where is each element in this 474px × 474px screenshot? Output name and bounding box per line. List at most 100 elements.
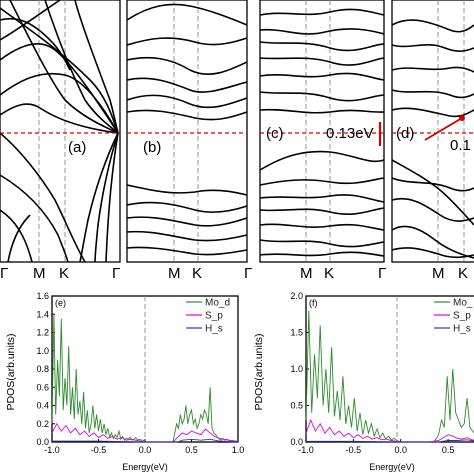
band-line: [391, 197, 474, 222]
x-tick-label: -1.0: [44, 445, 60, 455]
panel-e-legend: Mo_d S_p H_s: [186, 298, 230, 335]
panel-c-tick-gamma: Γ: [378, 265, 386, 282]
panel-c-label: (c): [266, 125, 284, 142]
panel-e-y-ticks: 0.0 0.2 0.4 0.6 0.8 1.0 1.2 1.4 1.6: [36, 291, 55, 447]
y-tick-label: 1.0: [290, 364, 303, 374]
band-line: [126, 230, 248, 242]
panel-d-gap-annotation: 0.1: [450, 137, 471, 154]
y-tick-label: 0.4: [36, 401, 49, 411]
band-line: [126, 246, 248, 256]
pdos-panel-e: 0.00.20.40.60.81.01.21.41.6 -1.0 -0.5 0.0 0…: [5, 291, 244, 472]
band-line: [126, 37, 248, 46]
panel-e-ylabel: PDOS(arb.units): [5, 333, 17, 410]
panel-b-label: (b): [143, 139, 161, 156]
x-tick-label: 0.5: [442, 445, 455, 455]
band-line: [126, 201, 248, 213]
legend-label: H_s: [453, 324, 471, 335]
y-tick-label: 1.5: [290, 328, 303, 338]
band-line: [391, 107, 474, 118]
band-line: [79, 132, 119, 263]
band-line: [259, 239, 385, 248]
panel-e-xlabel: Energy(eV): [122, 462, 168, 472]
panel-c-bands: [259, 8, 385, 257]
band-line: [391, 19, 474, 33]
band-panel-d: (d) 0.1 M K: [391, 0, 474, 282]
band-line: [391, 66, 474, 73]
band-line: [259, 57, 385, 66]
panel-e-series: [51, 314, 239, 443]
panel-c-frame: [259, 0, 385, 263]
band-line: [105, 132, 119, 263]
band-line: [259, 108, 385, 114]
band-line: [7, 214, 31, 263]
band-line: [126, 184, 248, 196]
panel-f-series: [305, 310, 474, 443]
legend-label: S_p: [205, 311, 223, 322]
panel-a-frame: [0, 0, 121, 263]
panel-c-tick-k: K: [324, 265, 334, 282]
panel-d-frame: [391, 0, 474, 263]
band-line: [259, 72, 385, 81]
band-line: [259, 8, 385, 16]
pdos-series-s-p: [305, 418, 474, 443]
panel-a-label: (a): [68, 139, 86, 156]
pdos-series-h-s: [306, 439, 474, 443]
band-line: [126, 94, 248, 109]
band-line: [126, 216, 248, 227]
panel-d-bands: [391, 19, 474, 259]
panel-f-legend: Mo_ S_p H_s: [434, 298, 473, 335]
panel-f-ylabel: PDOS(arb.units): [253, 333, 265, 410]
gap-arrow-head-d: [459, 115, 465, 121]
band-line: [259, 41, 385, 52]
band-line: [9, 0, 119, 134]
panel-f-xlabel: Energy(eV): [369, 462, 415, 472]
panel-c-tick-m: M: [300, 265, 313, 282]
pdos-panel-f: 0.0 0.5 1.0 1.5 2.0 -1.0 -0.5 0.0 0.5 (f) PDOS(…: [253, 291, 474, 472]
band-line: [259, 177, 385, 186]
y-tick-label: 0.0: [290, 437, 303, 447]
band-line: [259, 150, 385, 171]
band-line: [259, 28, 385, 35]
band-line: [391, 177, 474, 192]
band-line: [391, 44, 474, 52]
legend-label: S_p: [453, 311, 471, 322]
panel-b-tick-gamma: Γ: [244, 265, 252, 282]
band-line: [0, 0, 61, 41]
panel-a-bands: [0, 0, 119, 263]
band-line: [391, 225, 474, 259]
band-line: [126, 3, 248, 26]
panel-a-tick-gamma: Γ: [112, 265, 120, 282]
y-tick-label: 0.2: [36, 419, 49, 429]
band-line: [126, 56, 248, 75]
band-line: [74, 0, 119, 134]
y-tick-label: 0.6: [36, 382, 49, 392]
panel-b-bands: [126, 3, 248, 256]
legend-label: Mo_d: [205, 298, 230, 309]
y-tick-label: 1.0: [36, 346, 49, 356]
band-line: [259, 207, 385, 215]
x-tick-label: 0.5: [185, 445, 198, 455]
band-line: [391, 89, 474, 99]
panel-a-tick-k: K: [59, 265, 69, 282]
panel-d-tick-k: K: [458, 265, 468, 282]
panel-f-label: (f): [309, 298, 318, 308]
band-line: [0, 7, 119, 134]
band-line: [0, 72, 119, 134]
y-tick-label: 2.0: [290, 291, 303, 301]
band-line: [0, 43, 119, 134]
legend-label: Mo_: [453, 298, 473, 309]
band-panel-a: (a) Γ M K Γ: [0, 0, 121, 282]
band-line: [0, 174, 69, 263]
pdos-series-h-s: [52, 438, 239, 443]
y-tick-label: 1.4: [36, 309, 49, 319]
band-line: [44, 0, 119, 134]
band-panel-c: (c) 0.13eV M K Γ: [259, 0, 386, 282]
y-tick-label: 1.2: [36, 328, 49, 338]
panel-f-frame: [305, 295, 474, 443]
band-panel-b: (b) M K Γ: [126, 0, 252, 282]
y-tick-label: 1.6: [36, 291, 49, 301]
y-tick-label: 0.5: [290, 401, 303, 411]
x-tick-label: -1.0: [298, 445, 314, 455]
panel-b-tick-m: M: [168, 265, 181, 282]
